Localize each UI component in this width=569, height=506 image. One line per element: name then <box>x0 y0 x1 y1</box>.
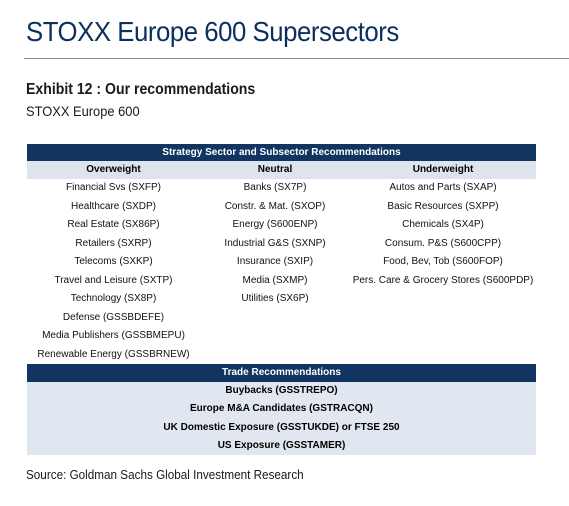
trade-header: Trade Recommendations <box>27 364 536 382</box>
recommendations-table: Strategy Sector and Subsector Recommenda… <box>27 144 536 455</box>
table-row: Real Estate (SX86P) Energy (S600ENP) Chemi… <box>27 216 536 235</box>
table-row: Financial Svs (SXFP) Banks (SX7P) Autos an… <box>27 179 536 198</box>
cell-underweight: Food, Bev, Tob (S600FOP) <box>383 256 503 267</box>
cell-overweight: Financial Svs (SXFP) <box>65 182 162 193</box>
cell-overweight: Real Estate (SX86P) <box>67 219 160 230</box>
cell-overweight: Healthcare (SXDP) <box>70 200 157 212</box>
cell-underweight: Basic Resources (SXPP) <box>387 200 499 212</box>
trade-item: US Exposure (GSSTAMER) <box>217 439 346 451</box>
table-row: Healthcare (SXDP) Constr. & Mat. (SXOP) Ba… <box>27 198 536 217</box>
table-row: Travel and Leisure (SXTP) Media (SXMP) Per… <box>27 272 536 291</box>
cell-underweight <box>350 327 536 346</box>
cell-underweight: Autos and Parts (SXAP) <box>389 182 497 193</box>
page-title: STOXX Europe 600 Supersectors <box>26 16 399 47</box>
cell-neutral: Utilities (SX6P) <box>241 293 309 304</box>
cell-overweight: Defense (GSSBDEFE) <box>62 311 165 323</box>
title-divider <box>24 58 569 59</box>
cell-overweight: Travel and Leisure (SXTP) <box>54 274 173 286</box>
exhibit-title: Exhibit 12 : Our recommendations <box>26 81 256 98</box>
cell-underweight: Chemicals (SX4P) <box>402 219 484 230</box>
table-row: Renewable Energy (GSSBRNEW) <box>27 346 536 365</box>
cell-neutral: Insurance (SXIP) <box>236 256 314 267</box>
exhibit-subtitle: STOXX Europe 600 <box>26 103 140 119</box>
column-headers: Overweight Neutral Underweight <box>27 161 536 179</box>
column-header-underweight: Underweight <box>412 164 474 175</box>
cell-neutral: Energy (S600ENP) <box>232 219 318 230</box>
cell-underweight: Consum. P&S (S600CPP) <box>384 237 502 249</box>
trade-list: Buybacks (GSSTREPO) Europe M&A Candidates… <box>27 382 536 455</box>
table-header: Strategy Sector and Subsector Recommenda… <box>27 144 536 161</box>
column-header-neutral: Neutral <box>257 164 293 175</box>
table-row: Telecoms (SXKP) Insurance (SXIP) Food, Bev… <box>27 253 536 272</box>
source-note: Source: Goldman Sachs Global Investment … <box>26 467 304 482</box>
cell-underweight: Pers. Care & Grocery Stores (S600PDP) <box>352 274 534 286</box>
cell-neutral <box>200 346 350 365</box>
trade-item: Europe M&A Candidates (GSTRACQN) <box>190 403 373 415</box>
cell-underweight <box>350 290 536 309</box>
cell-overweight: Retailers (SXRP) <box>75 237 152 249</box>
table-row: Retailers (SXRP) Industrial G&S (SXNP) Con… <box>27 235 536 254</box>
cell-neutral: Constr. & Mat. (SXOP) <box>224 200 326 212</box>
cell-underweight <box>350 309 536 328</box>
cell-overweight: Media Publishers (GSSBMEPU) <box>42 330 185 341</box>
trade-item: Buybacks (GSSTREPO) <box>225 385 338 396</box>
table-row: Technology (SX8P) Utilities (SX6P) <box>27 290 536 309</box>
cell-underweight <box>350 346 536 365</box>
table-row: Media Publishers (GSSBMEPU) <box>27 327 536 346</box>
trade-item: UK Domestic Exposure (GSSTUKDE) or FTSE … <box>163 421 400 433</box>
cell-overweight: Technology (SX8P) <box>70 293 157 304</box>
cell-neutral <box>200 309 350 328</box>
cell-neutral: Media (SXMP) <box>242 274 308 286</box>
cell-overweight: Telecoms (SXKP) <box>74 256 153 267</box>
recommendation-rows: Financial Svs (SXFP) Banks (SX7P) Autos an… <box>27 179 536 364</box>
table-row: Defense (GSSBDEFE) <box>27 309 536 328</box>
cell-neutral <box>200 327 350 346</box>
cell-neutral: Industrial G&S (SXNP) <box>224 237 326 249</box>
cell-neutral: Banks (SX7P) <box>243 182 307 193</box>
cell-overweight: Renewable Energy (GSSBRNEW) <box>37 348 190 360</box>
column-header-overweight: Overweight <box>86 164 141 175</box>
